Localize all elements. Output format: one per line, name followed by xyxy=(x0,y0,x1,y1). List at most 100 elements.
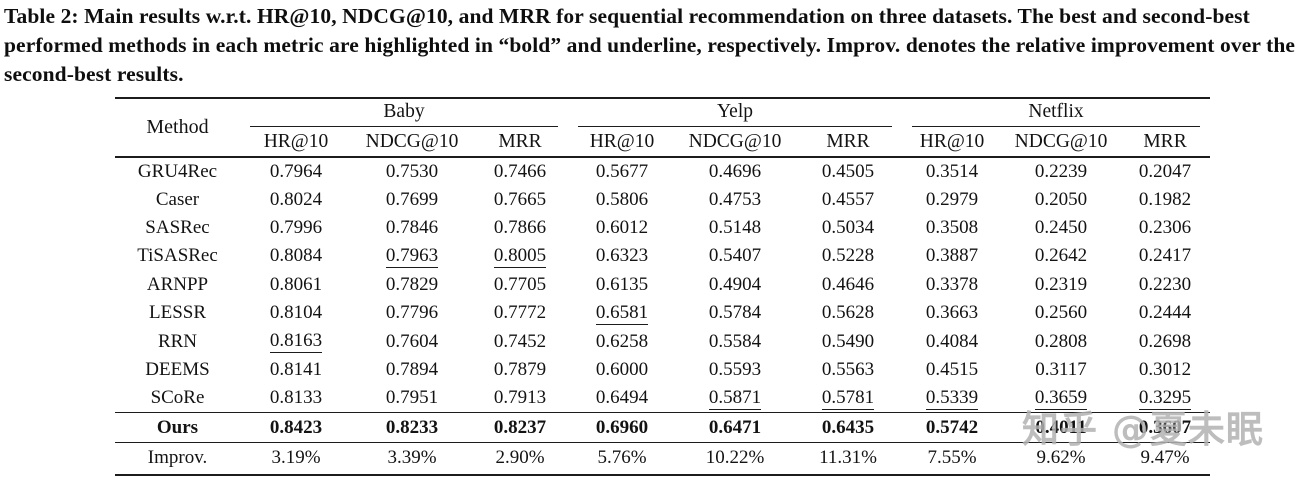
metric-value-cell: 0.7604 xyxy=(385,330,439,352)
metric-value-cell: 3.39% xyxy=(352,442,472,475)
metric-value-cell: 0.6960 xyxy=(568,412,676,443)
metric-value-cell: 0.8233 xyxy=(352,412,472,443)
table-header: Method Baby Yelp Netflix HR@10 NDCG@10 MRR HR@1… xyxy=(115,98,1211,158)
metric-value-cell: 0.2444 xyxy=(1138,302,1192,324)
metric-value-cell: 0.7530 xyxy=(385,160,439,182)
metric-value-cell: 0.1982 xyxy=(1138,188,1192,210)
metric-value-cell: 9.62% xyxy=(1002,442,1121,475)
table-row-sasrec: SASRec 0.7996 0.7846 0.7866 0.6012 0.5148 0.50… xyxy=(115,214,1210,242)
metric-value-cell: 0.5407 xyxy=(708,245,762,267)
table-row-rrn: RRN 0.8163 0.7604 0.7452 0.6258 0.5584 0.5490 0… xyxy=(115,327,1210,355)
metric-value-cell: 0.6135 xyxy=(595,273,649,295)
metric-header-yelp-mrr: MRR xyxy=(794,128,903,158)
method-column-header: Method xyxy=(115,98,240,158)
metric-value-cell: 0.2319 xyxy=(1034,273,1088,295)
second-best-underlined-value: 0.5781 xyxy=(821,386,875,410)
method-name-cell: RRN xyxy=(157,330,198,352)
method-name-cell: Caser xyxy=(155,188,200,210)
second-best-underlined-value: 0.3659 xyxy=(1034,386,1088,410)
metric-value-cell: 0.4696 xyxy=(708,160,762,182)
metric-value-cell: 3.19% xyxy=(240,442,352,475)
metric-header-yelp-hr10: HR@10 xyxy=(568,128,676,158)
method-name-cell: Ours xyxy=(115,412,240,443)
metric-value-cell: 0.6012 xyxy=(595,216,649,238)
metric-value-cell: 0.2239 xyxy=(1034,160,1088,182)
metric-value-cell: 0.2230 xyxy=(1138,273,1192,295)
metric-header-baby-mrr: MRR xyxy=(472,128,568,158)
metric-value-cell: 0.5034 xyxy=(821,216,875,238)
metric-value-cell: 0.2050 xyxy=(1034,188,1088,210)
metric-value-cell: 0.3378 xyxy=(925,273,979,295)
second-best-underlined-value: 0.3295 xyxy=(1138,386,1192,410)
table-row-deems: DEEMS 0.8141 0.7894 0.7879 0.6000 0.5593 0.556… xyxy=(115,356,1210,384)
metric-value-cell: 0.5806 xyxy=(595,188,649,210)
second-best-underlined-value: 0.5871 xyxy=(708,386,762,410)
table-row-ours: Ours 0.8423 0.8233 0.8237 0.6960 0.6471 0.6435… xyxy=(115,412,1211,443)
metric-value-cell: 0.7699 xyxy=(385,188,439,210)
metric-value-cell: 0.8084 xyxy=(269,245,323,267)
method-name-cell: SCoRe xyxy=(150,387,205,409)
metric-value-cell: 0.4084 xyxy=(925,330,979,352)
method-name-cell: SASRec xyxy=(145,216,210,238)
metric-value-cell: 0.6435 xyxy=(794,412,903,443)
metric-value-cell: 0.5628 xyxy=(821,302,875,324)
metric-value-cell: 0.4515 xyxy=(925,358,979,380)
metric-header-yelp-ndcg10: NDCG@10 xyxy=(676,128,794,158)
dataset-group-label: Netflix xyxy=(912,101,1201,127)
dataset-group-header-yelp: Yelp xyxy=(568,98,902,128)
metric-value-cell: 0.7951 xyxy=(385,387,439,409)
table-row-score: SCoRe 0.8133 0.7951 0.7913 0.6494 0.5871 0.578… xyxy=(115,384,1210,412)
metric-value-cell: 0.2979 xyxy=(925,188,979,210)
dataset-group-header-netflix: Netflix xyxy=(902,98,1210,128)
metric-value-cell: 0.4753 xyxy=(708,188,762,210)
metric-value-cell: 0.5742 xyxy=(902,412,1003,443)
metric-value-cell: 0.8237 xyxy=(472,412,568,443)
metric-value-cell: 0.3659 xyxy=(1002,384,1120,412)
metric-header-netflix-mrr: MRR xyxy=(1120,128,1211,158)
metric-value-cell: 0.3295 xyxy=(1120,384,1210,412)
metric-value-cell: 0.8423 xyxy=(240,412,352,443)
metric-value-cell: 0.8104 xyxy=(269,302,323,324)
method-name-cell: DEEMS xyxy=(145,358,210,380)
metric-value-cell: 0.7879 xyxy=(493,358,547,380)
metric-value-cell: 0.7466 xyxy=(493,160,547,182)
table-caption: Table 2: Main results w.r.t. HR@10, NDCG… xyxy=(4,4,1296,86)
metric-value-cell: 0.5563 xyxy=(821,358,875,380)
metric-value-cell: 0.6258 xyxy=(595,330,649,352)
metric-value-cell: 10.22% xyxy=(676,442,794,475)
metric-value-cell: 0.7829 xyxy=(385,273,439,295)
metric-value-cell: 0.8133 xyxy=(269,387,323,409)
metric-value-cell: 0.8141 xyxy=(269,358,323,380)
metric-value-cell: 0.5228 xyxy=(821,245,875,267)
dataset-group-label: Yelp xyxy=(578,101,893,127)
metric-value-cell: 0.5871 xyxy=(676,384,794,412)
metric-value-cell: 0.4557 xyxy=(821,188,875,210)
method-name-cell: Improv. xyxy=(115,442,240,475)
metric-value-cell: 0.4505 xyxy=(821,160,875,182)
second-best-underlined-value: 0.7963 xyxy=(385,244,439,268)
table-row-improv: Improv. 3.19% 3.39% 2.90% 5.76% 10.22% 11.31% 7… xyxy=(115,442,1211,475)
metric-value-cell: 0.2417 xyxy=(1138,245,1192,267)
metric-value-cell: 0.2560 xyxy=(1034,302,1088,324)
metric-value-cell: 0.7964 xyxy=(269,160,323,182)
metric-value-cell: 0.2450 xyxy=(1034,216,1088,238)
metric-value-cell: 0.7772 xyxy=(493,302,547,324)
dataset-group-label: Baby xyxy=(250,101,558,127)
metric-value-cell: 0.6471 xyxy=(676,412,794,443)
metric-value-cell: 0.5339 xyxy=(902,384,1002,412)
metric-value-cell: 0.7866 xyxy=(493,216,547,238)
metric-value-cell: 0.3607 xyxy=(1120,412,1211,443)
metric-value-cell: 0.8024 xyxy=(269,188,323,210)
metric-value-cell: 0.3508 xyxy=(925,216,979,238)
table-row-caser: Caser 0.8024 0.7699 0.7665 0.5806 0.4753 0.455… xyxy=(115,185,1210,213)
table-row-gru4rec: GRU4Rec 0.7964 0.7530 0.7466 0.5677 0.4696 0.4… xyxy=(115,157,1210,185)
metric-header-baby-ndcg10: NDCG@10 xyxy=(352,128,472,158)
second-best-underlined-value: 0.8163 xyxy=(269,330,323,354)
metric-value-cell: 0.2306 xyxy=(1138,216,1192,238)
metric-header-netflix-hr10: HR@10 xyxy=(902,128,1003,158)
metric-value-cell: 0.2698 xyxy=(1138,330,1192,352)
metric-value-cell: 0.2808 xyxy=(1034,330,1088,352)
metric-value-cell: 5.76% xyxy=(568,442,676,475)
metric-value-cell: 0.3887 xyxy=(925,245,979,267)
